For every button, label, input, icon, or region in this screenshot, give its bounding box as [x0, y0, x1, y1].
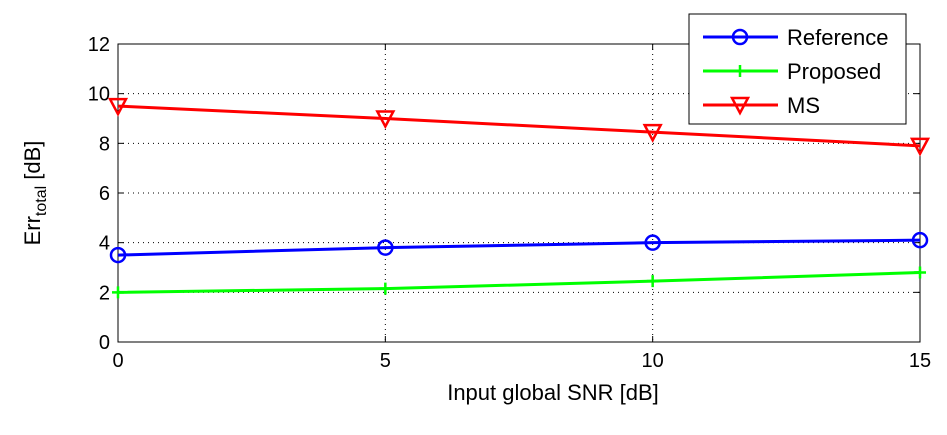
- data-point-proposed: [379, 282, 392, 295]
- series-ms: [107, 97, 931, 157]
- y-tick-label: 8: [99, 133, 110, 155]
- legend-item-proposed: Proposed: [703, 59, 881, 84]
- y-axis-title-main: Err: [20, 216, 45, 245]
- y-tick-label: 6: [99, 183, 110, 205]
- data-point-ms: [375, 110, 396, 130]
- legend-label-proposed: Proposed: [787, 59, 881, 84]
- series-group: [107, 97, 931, 299]
- y-axis-title: Errtotal [dB]: [20, 141, 50, 246]
- x-tick-label: 10: [642, 350, 664, 372]
- data-point-ms: [642, 123, 663, 143]
- series-line-ms: [117, 104, 921, 148]
- y-tick-label: 12: [88, 34, 110, 56]
- legend-item-reference: Reference: [703, 25, 889, 50]
- x-tick-label: 15: [909, 350, 931, 372]
- legend-label-ms: MS: [787, 93, 820, 118]
- legend-marker-proposed: [734, 65, 746, 77]
- y-tick-label: 2: [99, 282, 110, 304]
- x-tick-label: 5: [380, 350, 391, 372]
- series-line-proposed: [117, 270, 921, 294]
- series-proposed: [112, 266, 926, 299]
- data-point-ms: [107, 97, 129, 117]
- data-point-reference: [911, 231, 929, 249]
- x-axis-title: Input global SNR [dB]: [447, 380, 659, 405]
- data-point-proposed: [646, 275, 659, 288]
- legend: Reference Proposed MS: [688, 13, 907, 125]
- legend-marker-reference: [731, 28, 749, 46]
- data-point-reference: [644, 234, 661, 251]
- data-point-reference: [377, 239, 394, 256]
- data-point-reference: [109, 246, 127, 264]
- y-axis-title-unit: [dB]: [20, 141, 45, 186]
- axis-ticks: 0 5 10 15 0 2 4 6 8 10 12: [88, 34, 931, 372]
- y-axis-title-subscript: total: [33, 186, 50, 216]
- series-line-reference: [117, 238, 921, 257]
- data-point-ms: [909, 137, 931, 157]
- y-tick-label: 10: [88, 84, 110, 106]
- y-tick-label: 4: [99, 233, 110, 255]
- series-reference: [109, 231, 929, 264]
- legend-label-reference: Reference: [787, 25, 889, 50]
- legend-marker-ms: [729, 96, 751, 116]
- grid-lines: [118, 44, 920, 342]
- x-tick-label: 0: [112, 350, 123, 372]
- data-point-proposed: [914, 266, 926, 279]
- data-point-proposed: [112, 286, 124, 299]
- legend-items: Reference Proposed MS: [703, 25, 889, 118]
- y-tick-label: 0: [99, 332, 110, 354]
- legend-item-ms: MS: [703, 93, 820, 118]
